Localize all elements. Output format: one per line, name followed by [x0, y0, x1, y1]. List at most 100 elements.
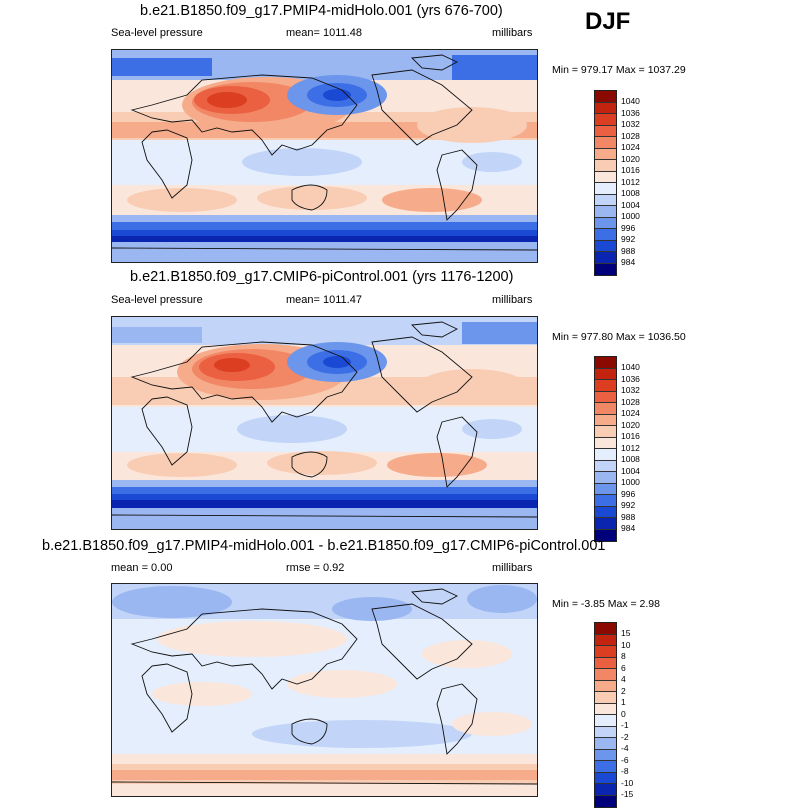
panel1-title: b.e21.B1850.f09_g17.PMIP4-midHolo.001 (y…: [140, 3, 503, 19]
panel2-colorbar-swatch: [595, 403, 616, 415]
panel2-colorbar-label: 1012: [621, 442, 640, 453]
panel1-colorbar-label: 992: [621, 234, 636, 244]
panel3-colorbar-swatch: [595, 692, 616, 704]
panel2-colorbar-label: 1000: [621, 477, 640, 487]
panel3-colorbar-swatch: [595, 634, 616, 646]
panel2-colorbar-swatch: [595, 449, 616, 461]
panel2-colorbar-swatch: [595, 460, 616, 472]
panel3-colorbar-label: 8: [621, 651, 626, 661]
panel1-colorbar-label: 1020: [621, 153, 640, 164]
panel2-colorbar-swatch: [595, 391, 616, 403]
panel1-map: [111, 49, 538, 263]
panel1-variable-label: Sea-level pressure: [111, 27, 203, 39]
panel2-colorbar-label: 1004: [621, 465, 640, 476]
panel1-colorbar-swatch: [595, 102, 616, 114]
panel1-units-label: millibars: [492, 27, 533, 39]
panel3-colorbar-labels: 15 10 8 6 4 2 1 0 -1 -2 -4 -6 -8 -10 -15: [621, 622, 634, 799]
panel1-colorbar-label: 1024: [621, 142, 640, 152]
panel3-colorbar-swatch: [595, 784, 616, 796]
panel1-colorbar-label: 1028: [621, 130, 640, 141]
panel1-colorbar-labels: 1040 1036 1032 1028 1024 1020 1016 1012 …: [621, 90, 640, 267]
panel2-colorbar-label: 988: [621, 511, 636, 522]
panel2-colorbar-label: 992: [621, 500, 636, 510]
panel2-colorbar-label: 1024: [621, 408, 640, 418]
panel2-colorbar-label: 1028: [621, 396, 640, 407]
panel3-colorbar-swatch: [595, 715, 616, 727]
season-label: DJF: [585, 8, 631, 35]
panel1-minmax: Min = 979.17 Max = 1037.29: [552, 64, 686, 76]
panel1-colorbar-label: 996: [621, 222, 636, 233]
panel2-mean-label: mean= 1011.47: [286, 294, 362, 306]
panel3-map: [111, 583, 538, 797]
panel3-mean-label: mean = 0.00: [111, 562, 173, 574]
panel1-colorbar-label: 1016: [621, 165, 640, 175]
panel3-colorbar-label: -8: [621, 766, 629, 776]
panel3-colorbar-swatch: [595, 761, 616, 773]
panel3-colorbar: [594, 622, 617, 808]
panel3-colorbar-swatch: [595, 726, 616, 738]
panel1-colorbar: [594, 90, 617, 276]
panel1-colorbar-swatch: [595, 171, 616, 183]
panel3-colorbar-label: -10: [621, 777, 634, 788]
panel3-title: b.e21.B1850.f09_g17.PMIP4-midHolo.001 - …: [42, 538, 606, 554]
panel2-colorbar: [594, 356, 617, 542]
panel2-units-label: millibars: [492, 294, 533, 306]
panel2-colorbar-swatch: [595, 529, 616, 541]
panel2-colorbar-label: 1008: [621, 454, 640, 464]
panel2-colorbar-label: 1040: [621, 362, 640, 372]
panel1-mean-label: mean= 1011.48: [286, 27, 362, 39]
panel3-colorbar-swatch: [595, 623, 616, 635]
panel3-colorbar-label: 4: [621, 674, 626, 684]
panel2-colorbar-label: 1016: [621, 431, 640, 441]
panel3-colorbar-swatch: [595, 738, 616, 750]
panel1-colorbar-swatch: [595, 229, 616, 241]
panel1-colorbar-label: 1012: [621, 176, 640, 187]
panel3-colorbar-swatch: [595, 657, 616, 669]
panel2-colorbar-swatch: [595, 472, 616, 484]
panel2-colorbar-swatch: [595, 380, 616, 392]
panel3-colorbar-label: -1: [621, 720, 629, 730]
panel2-title: b.e21.B1850.f09_g17.CMIP6-piControl.001 …: [130, 269, 514, 285]
panel1-colorbar-swatch: [595, 183, 616, 195]
panel1-colorbar-swatch: [595, 252, 616, 264]
panel1-colorbar-swatch: [595, 194, 616, 206]
panel1-colorbar-swatch: [595, 91, 616, 103]
panel2-colorbar-label: 1020: [621, 419, 640, 430]
panel2-minmax: Min = 977.80 Max = 1036.50: [552, 331, 686, 343]
panel2-colorbar-swatch: [595, 483, 616, 495]
panel1-colorbar-label: 1036: [621, 107, 640, 118]
panel2-colorbar-swatch: [595, 368, 616, 380]
panel3-colorbar-label: 15: [621, 628, 631, 638]
panel1-colorbar-label: 988: [621, 245, 636, 256]
panel3-colorbar-label: -2: [621, 731, 629, 742]
panel3-colorbar-label: -6: [621, 754, 629, 765]
panel1-colorbar-swatch: [595, 137, 616, 149]
panel3-minmax: Min = -3.85 Max = 2.98: [552, 598, 660, 610]
panel2-map: [111, 316, 538, 530]
panel1-colorbar-label: 1008: [621, 188, 640, 198]
panel1-colorbar-label: 1000: [621, 211, 640, 221]
panel1-colorbar-swatch: [595, 148, 616, 160]
panel2-colorbar-swatch: [595, 518, 616, 530]
panel1-colorbar-swatch: [595, 263, 616, 275]
panel3-colorbar-label: 6: [621, 662, 626, 673]
panel1-colorbar-swatch: [595, 240, 616, 252]
panel3-colorbar-swatch: [595, 646, 616, 658]
panel3-colorbar-swatch: [595, 680, 616, 692]
panel3-colorbar-swatch: [595, 669, 616, 681]
panel1-colorbar-label: 1032: [621, 119, 640, 129]
panel3-colorbar-label: 0: [621, 708, 626, 719]
panel3-colorbar-label: -15: [621, 789, 634, 799]
panel1-colorbar-swatch: [595, 125, 616, 137]
panel3-colorbar-swatch: [595, 795, 616, 807]
panel2-colorbar-labels: 1040 1036 1032 1028 1024 1020 1016 1012 …: [621, 356, 640, 533]
panel3-colorbar-swatch: [595, 772, 616, 784]
panel1-colorbar-swatch: [595, 206, 616, 218]
panel3-units-label: millibars: [492, 562, 533, 574]
panel3-colorbar-label: 2: [621, 685, 626, 696]
panel3-colorbar-swatch: [595, 749, 616, 761]
panel3-colorbar-label: 10: [621, 639, 631, 650]
panel2-colorbar-swatch: [595, 495, 616, 507]
panel3-colorbar-label: 1: [621, 697, 626, 707]
panel2-colorbar-label: 984: [621, 523, 636, 533]
